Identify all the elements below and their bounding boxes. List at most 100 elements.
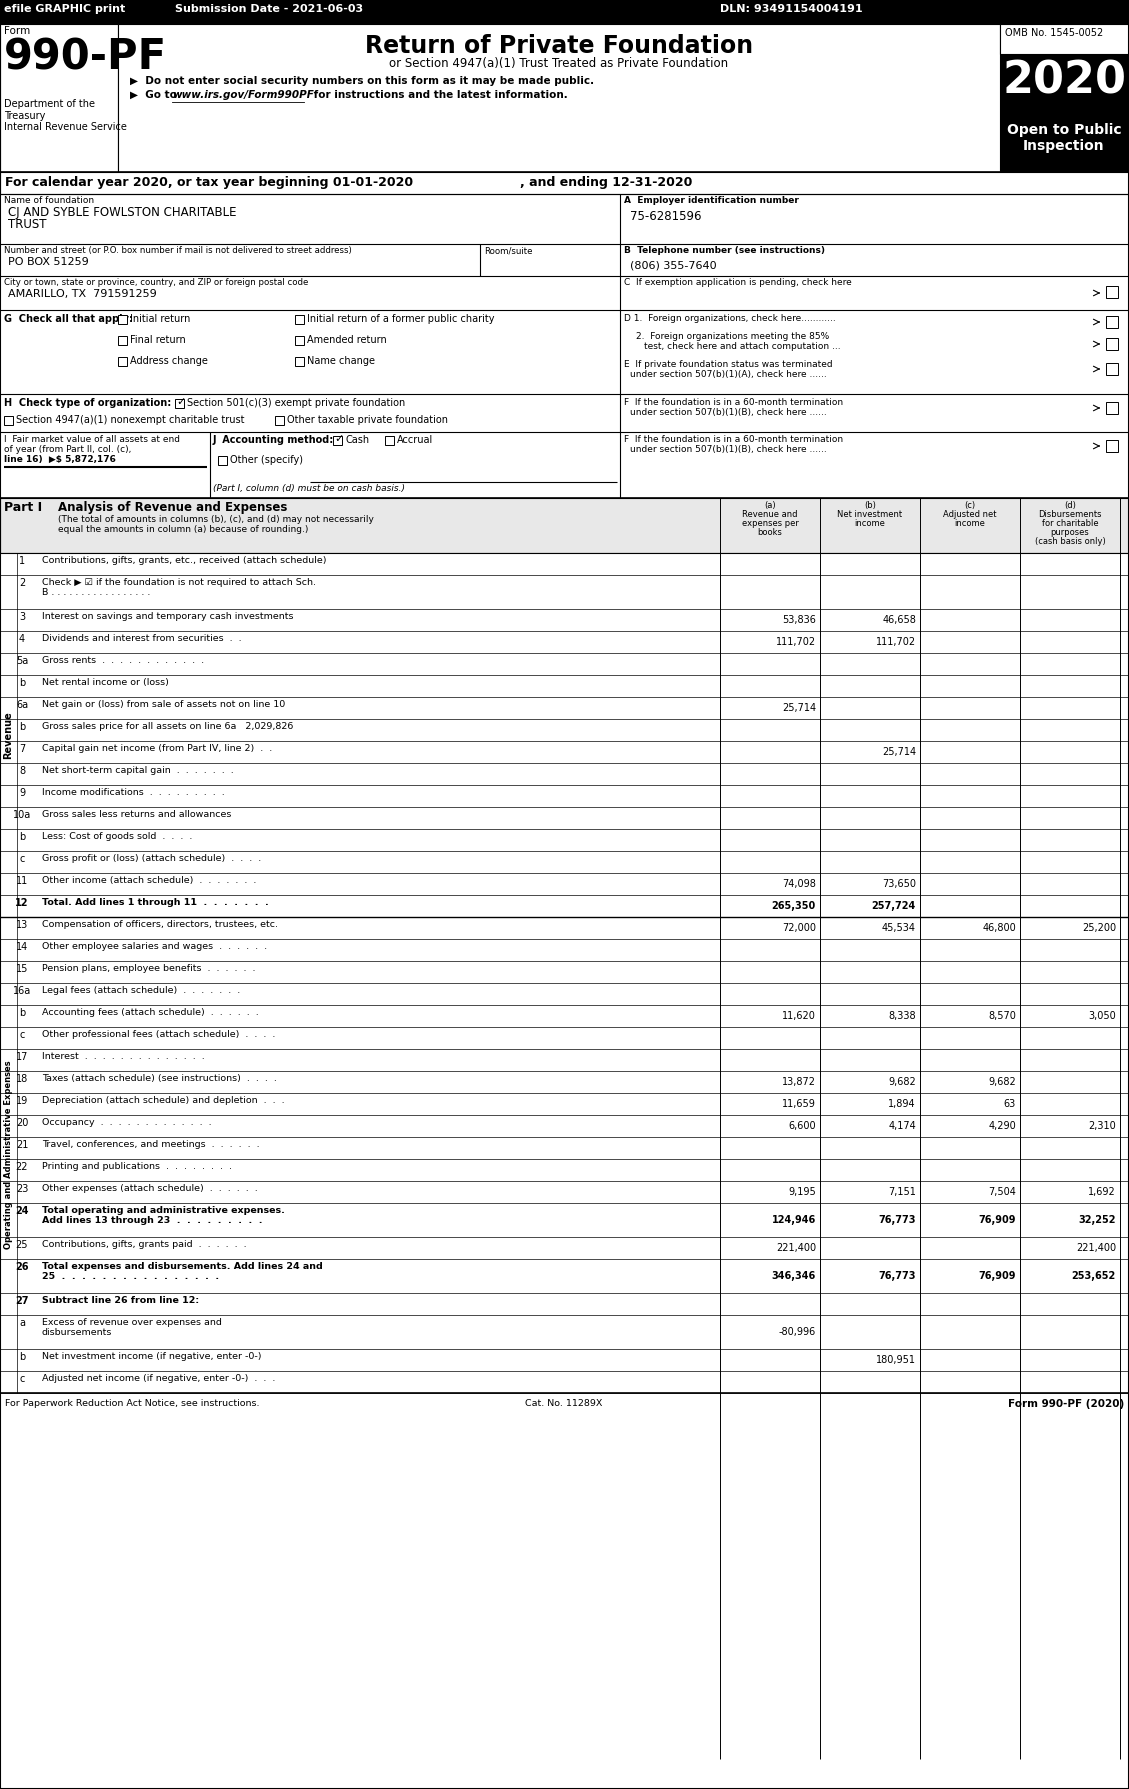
Text: D 1.  Foreign organizations, check here............: D 1. Foreign organizations, check here..… [624, 315, 835, 324]
Text: C  If exemption application is pending, check here: C If exemption application is pending, c… [624, 277, 851, 286]
Bar [1106, 403, 1118, 413]
Text: 63: 63 [1004, 1098, 1016, 1109]
Text: F  If the foundation is in a 60-month termination: F If the foundation is in a 60-month ter… [624, 435, 843, 444]
Bar [0, 828, 1129, 852]
Text: 25,200: 25,200 [1082, 923, 1115, 934]
Bar [1000, 114, 1129, 172]
Text: 111,702: 111,702 [776, 637, 816, 648]
Text: , and ending 12-31-2020: , and ending 12-31-2020 [520, 175, 692, 190]
Bar [0, 1293, 1129, 1315]
Bar [0, 807, 1129, 828]
Text: Open to Public
Inspection: Open to Public Inspection [1007, 123, 1121, 154]
Text: (Part I, column (d) must be on cash basis.): (Part I, column (d) must be on cash basi… [213, 485, 405, 494]
Text: www.irs.gov/Form990PF: www.irs.gov/Form990PF [172, 89, 314, 100]
Text: 4,174: 4,174 [889, 1122, 916, 1131]
Text: 10a: 10a [12, 810, 32, 819]
Text: Add lines 13 through 23  .  .  .  .  .  .  .  .  .: Add lines 13 through 23 . . . . . . . . … [42, 1217, 263, 1225]
Text: 25,714: 25,714 [882, 748, 916, 757]
Text: Disbursements: Disbursements [1039, 510, 1102, 519]
Bar [0, 1181, 1129, 1202]
Text: 9,682: 9,682 [988, 1077, 1016, 1088]
Bar [0, 608, 1129, 632]
Text: 1: 1 [19, 556, 25, 565]
Text: Interest  .  .  .  .  .  .  .  .  .  .  .  .  .  .: Interest . . . . . . . . . . . . . . [42, 1052, 204, 1061]
Text: Net gain or (loss) from sale of assets not on line 10: Net gain or (loss) from sale of assets n… [42, 699, 286, 708]
Bar [119, 358, 126, 367]
Text: 72,000: 72,000 [782, 923, 816, 934]
Bar [0, 698, 1129, 719]
Text: 17: 17 [16, 1052, 28, 1063]
Text: ✓: ✓ [176, 397, 185, 408]
Bar [0, 741, 1129, 762]
Text: Other (specify): Other (specify) [230, 454, 303, 465]
Text: Room/suite: Room/suite [484, 247, 533, 256]
Text: Initial return of a former public charity: Initial return of a former public charit… [307, 315, 495, 324]
Text: (c): (c) [964, 501, 975, 510]
Text: Part I: Part I [5, 501, 42, 513]
Text: 13: 13 [16, 920, 28, 930]
Text: Amended return: Amended return [307, 335, 387, 345]
Text: 990-PF: 990-PF [5, 38, 167, 79]
Text: Net investment: Net investment [838, 510, 902, 519]
Text: 2020: 2020 [1003, 61, 1126, 104]
Text: J  Accounting method:: J Accounting method: [213, 435, 334, 445]
Bar [0, 23, 1129, 172]
Text: 25: 25 [16, 1240, 28, 1251]
Bar [1000, 54, 1129, 114]
Text: 18: 18 [16, 1073, 28, 1084]
Text: under section 507(b)(1)(B), check here ......: under section 507(b)(1)(B), check here .… [630, 445, 826, 454]
Text: 76,909: 76,909 [979, 1270, 1016, 1281]
Text: Other professional fees (attach schedule)  .  .  .  .: Other professional fees (attach schedule… [42, 1030, 275, 1039]
Text: 253,652: 253,652 [1071, 1270, 1115, 1281]
Bar [0, 1259, 1129, 1293]
Text: (d): (d) [1064, 501, 1076, 510]
Text: 8,570: 8,570 [988, 1011, 1016, 1022]
Text: Address change: Address change [130, 356, 208, 367]
Text: 24: 24 [16, 1206, 28, 1217]
Bar [0, 961, 1129, 982]
Text: Submission Date - 2021-06-03: Submission Date - 2021-06-03 [175, 4, 364, 14]
Bar [295, 315, 304, 324]
Bar [1106, 338, 1118, 351]
Text: 12: 12 [16, 898, 28, 909]
Bar [218, 456, 227, 465]
Text: OMB No. 1545-0052: OMB No. 1545-0052 [1005, 29, 1103, 38]
Text: Department of the
Treasury
Internal Revenue Service: Department of the Treasury Internal Reve… [5, 98, 126, 132]
Text: 7,504: 7,504 [988, 1186, 1016, 1197]
Text: 7: 7 [19, 744, 25, 753]
Text: under section 507(b)(1)(B), check here ......: under section 507(b)(1)(B), check here .… [630, 408, 826, 417]
Text: 73,650: 73,650 [882, 878, 916, 889]
Bar [295, 358, 304, 367]
Bar [0, 553, 1129, 574]
Text: Gross sales price for all assets on line 6a   2,029,826: Gross sales price for all assets on line… [42, 723, 294, 732]
Bar [0, 719, 1129, 741]
Text: Contributions, gifts, grants paid  .  .  .  .  .  .: Contributions, gifts, grants paid . . . … [42, 1240, 246, 1249]
Text: Capital gain net income (from Part IV, line 2)  .  .: Capital gain net income (from Part IV, l… [42, 744, 272, 753]
Text: 76,773: 76,773 [878, 1215, 916, 1225]
Text: b: b [19, 723, 25, 732]
Text: Initial return: Initial return [130, 315, 191, 324]
Text: 221,400: 221,400 [1076, 1243, 1115, 1252]
Bar [0, 1072, 1129, 1093]
Text: Pension plans, employee benefits  .  .  .  .  .  .: Pension plans, employee benefits . . . .… [42, 964, 255, 973]
Text: 8,338: 8,338 [889, 1011, 916, 1022]
Bar [5, 417, 14, 426]
Text: Total expenses and disbursements. Add lines 24 and: Total expenses and disbursements. Add li… [42, 1261, 323, 1270]
Text: DLN: 93491154004191: DLN: 93491154004191 [720, 4, 863, 14]
Text: for instructions and the latest information.: for instructions and the latest informat… [310, 89, 568, 100]
Text: 265,350: 265,350 [772, 902, 816, 911]
Text: 25  .  .  .  .  .  .  .  .  .  .  .  .  .  .  .  .: 25 . . . . . . . . . . . . . . . . [42, 1272, 219, 1281]
Text: G  Check all that apply:: G Check all that apply: [5, 315, 133, 324]
Text: Form 990-PF (2020): Form 990-PF (2020) [1008, 1399, 1124, 1410]
Text: Less: Cost of goods sold  .  .  .  .: Less: Cost of goods sold . . . . [42, 832, 192, 841]
Text: for charitable: for charitable [1042, 519, 1099, 528]
Text: 4,290: 4,290 [988, 1122, 1016, 1131]
Text: 22: 22 [16, 1163, 28, 1172]
Text: 76,909: 76,909 [979, 1215, 1016, 1225]
Text: Accrual: Accrual [397, 435, 434, 445]
Bar [0, 785, 1129, 807]
Text: 11: 11 [16, 877, 28, 886]
Text: Travel, conferences, and meetings  .  .  .  .  .  .: Travel, conferences, and meetings . . . … [42, 1140, 260, 1149]
Text: Gross profit or (loss) (attach schedule)  .  .  .  .: Gross profit or (loss) (attach schedule)… [42, 853, 261, 862]
Text: 46,800: 46,800 [982, 923, 1016, 934]
